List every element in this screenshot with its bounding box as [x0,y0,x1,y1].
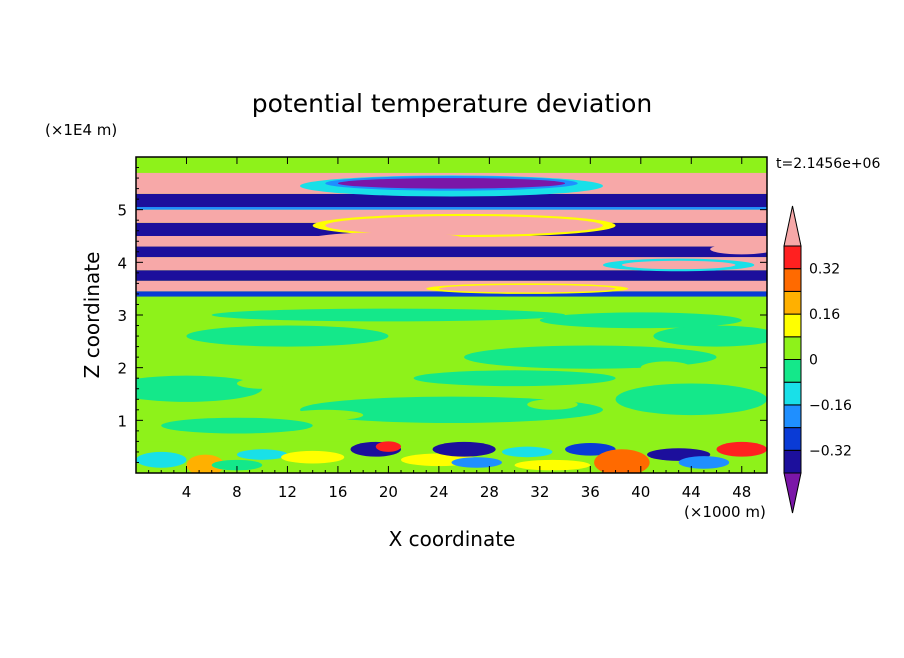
colorbar-segment [783,205,802,247]
colorbar-segment [783,336,802,360]
x-tick-label: 28 [480,483,499,501]
colorbar-segment [783,313,802,338]
x-tick-label: 16 [328,483,347,501]
colorbar-segment [783,449,802,474]
contour-feature [236,449,288,460]
contour-feature [186,454,225,473]
contour-feature [653,325,767,347]
x-axis-unit: (×1000 m) [684,503,766,521]
colorbar-segment [783,427,802,451]
contour-feature [621,260,736,270]
plot-area [136,157,767,473]
x-tick-label: 48 [732,483,751,501]
contour-feature [565,442,616,456]
contour-feature [375,441,402,452]
contour-feature [161,417,313,434]
colorbar-label: 0.16 [809,307,840,323]
y-axis-ticks: 1 2 3 4 5 [117,167,767,463]
contour-feature [136,451,187,468]
contour-feature [594,449,650,473]
colorbar: 0.32 0.16 0 −0.16 −0.32 [783,205,852,514]
contour-feature [136,375,263,402]
contour-band [136,246,767,258]
contour-feature [186,325,389,347]
contour-feature [337,178,566,189]
contour-feature [527,399,578,410]
contour-feature [325,215,603,235]
contour-feature [281,450,345,464]
colorbar-label: −0.16 [809,398,852,414]
colorbar-segment [783,381,802,406]
colorbar-segment [783,472,802,514]
contour-feature [640,361,692,374]
contour-band [136,291,767,297]
contour-feature [300,396,603,423]
contour-feature [615,383,767,416]
contour-feature [710,243,767,255]
chart-title: potential temperature deviation [252,89,652,118]
colorbar-segment [783,268,802,292]
contour-feature [211,459,263,471]
colorbar-label: −0.32 [809,443,852,459]
y-tick-label: 5 [117,202,127,220]
contour-feature [716,441,767,457]
x-tick-label: 40 [631,483,650,501]
colorbar-segment [783,404,802,429]
contour-feature [514,459,591,471]
x-axis-ticks: 4 8 12 16 20 24 28 32 36 40 44 48 [148,157,755,501]
contour-feature [438,326,515,336]
contour-band [136,157,767,173]
y-tick-label: 3 [117,307,127,325]
contour-feature [413,370,616,387]
y-axis-unit: (×1E4 m) [45,121,117,139]
colorbar-segment [783,359,802,383]
y-tick-label: 2 [117,360,127,378]
y-axis-label: Z coordinate [80,252,104,379]
x-tick-label: 36 [581,483,600,501]
colorbar-label: 0 [809,353,818,369]
y-tick-label: 4 [117,254,127,272]
contour-feature [211,308,566,322]
colorbar-label: 0.32 [809,262,840,278]
contour-feature [438,284,616,293]
x-tick-label: 12 [278,483,297,501]
colorbar-segment [783,290,802,315]
colorbar-segment [783,245,802,270]
contour-feature [451,457,502,468]
contour-feature [236,378,288,389]
contour-feature [678,456,730,469]
contour-band [136,270,767,281]
contour-band [136,207,767,210]
contour-feature [501,446,553,458]
contour-feature [432,441,496,457]
x-tick-label: 8 [232,483,242,501]
contour-feature [375,351,452,363]
x-axis-label: X coordinate [389,527,516,551]
y-tick-label: 1 [117,412,127,430]
x-tick-label: 44 [682,483,701,501]
x-tick-label: 32 [530,483,549,501]
time-label: t=2.1456e+06 [776,156,880,172]
contour-band [136,193,767,208]
x-tick-label: 4 [182,483,192,501]
x-tick-label: 24 [429,483,448,501]
contour-feature [287,409,364,421]
x-tick-label: 20 [379,483,398,501]
contour-features [136,175,767,473]
contour-feature [539,312,742,329]
contour-feature [312,232,465,245]
